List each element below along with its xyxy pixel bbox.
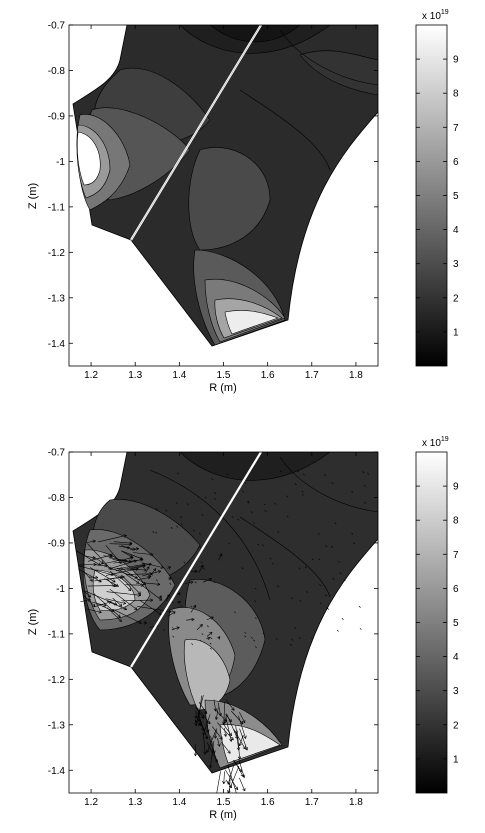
panel-a: (a) 1.2 1.3 1.4 1.5 1.6 1.7 1.8 -0.7 -0.8 -0.9 -1 -… [27, 9, 459, 394]
y-tick-label: -0.8 [48, 493, 66, 504]
flow-vector-head [214, 798, 215, 801]
y-tick-label: -1.2 [48, 248, 66, 259]
panel-b: (b) 1.2 1.3 1.4 1.5 1.6 1.7 1.8 -0.7 -0.8 -0.9 -1 -… [27, 436, 459, 821]
colorbar-a [416, 25, 447, 366]
y-tick-label: -1.3 [48, 720, 66, 731]
y-tick-label: -0.9 [48, 538, 66, 549]
x-tick-label: 1.6 [261, 797, 275, 808]
y-tick-label: -1 [56, 157, 65, 168]
y-tick-label: -0.7 [48, 448, 66, 459]
colorbar-tick-label: 7 [453, 550, 459, 561]
y-axis-label-a: Z (m) [27, 183, 39, 209]
x-tick-label: 1.6 [261, 370, 275, 381]
colorbar-tick-label: 3 [453, 259, 459, 270]
y-axis-label-b: Z (m) [27, 609, 39, 635]
x-tick-label: 1.3 [128, 370, 142, 381]
colorbar-tick-label: 5 [453, 191, 459, 202]
y-tick-label: -1 [56, 584, 65, 595]
colorbar-tick-label: 9 [453, 55, 459, 66]
x-tick-label: 1.4 [172, 370, 186, 381]
x-tick-label: 1.8 [349, 797, 363, 808]
colorbar-tick-label: 5 [453, 618, 459, 629]
colorbar-tick-label: 6 [453, 584, 459, 595]
x-tick-label: 1.2 [84, 370, 98, 381]
x-tick-label: 1.5 [217, 370, 231, 381]
x-tick-label: 1.7 [305, 797, 319, 808]
colorbar-tick-label: 1 [453, 327, 459, 338]
y-tick-label: -1.4 [48, 339, 66, 350]
colorbar-tick-label: 6 [453, 157, 459, 168]
colorbar-tick-label: 4 [453, 225, 459, 236]
colorbar-multiplier-a: x 1019 [422, 9, 449, 22]
x-tick-label: 1.8 [349, 370, 363, 381]
colorbar-tick-label: 9 [453, 482, 459, 493]
colorbar-tick-label: 4 [453, 652, 459, 663]
x-axis-label-b: R (m) [209, 809, 237, 821]
x-tick-label: 1.2 [84, 797, 98, 808]
x-axis-label-a: R (m) [209, 382, 237, 394]
colorbar-tick-label: 1 [453, 754, 459, 765]
x-tick-label: 1.4 [172, 797, 186, 808]
flow-vector-head [236, 798, 238, 800]
y-tick-label: -0.7 [48, 21, 66, 32]
x-tick-label: 1.7 [305, 370, 319, 381]
y-tick-label: -1.3 [48, 293, 66, 304]
panel-label-a: (a) [86, 38, 102, 53]
colorbar-tick-label: 8 [453, 516, 459, 527]
colorbar-b [416, 452, 447, 793]
colorbar-tick-label: 8 [453, 89, 459, 100]
y-tick-label: -1.1 [48, 202, 66, 213]
colorbar-tick-label: 7 [453, 123, 459, 134]
x-tick-label: 1.3 [128, 797, 142, 808]
colorbar-tick-label: 2 [453, 720, 459, 731]
y-tick-label: -1.4 [48, 766, 66, 777]
x-tick-label: 1.5 [217, 797, 231, 808]
colorbar-tick-label: 3 [453, 686, 459, 697]
y-tick-label: -1.2 [48, 675, 66, 686]
colorbar-tick-label: 2 [453, 293, 459, 304]
y-tick-label: -1.1 [48, 629, 66, 640]
panel-label-b: (b) [86, 464, 102, 479]
colorbar-multiplier-b: x 1019 [422, 436, 449, 449]
y-tick-label: -0.8 [48, 66, 66, 77]
flow-vector-head [238, 797, 239, 800]
y-tick-label: -0.9 [48, 111, 66, 122]
